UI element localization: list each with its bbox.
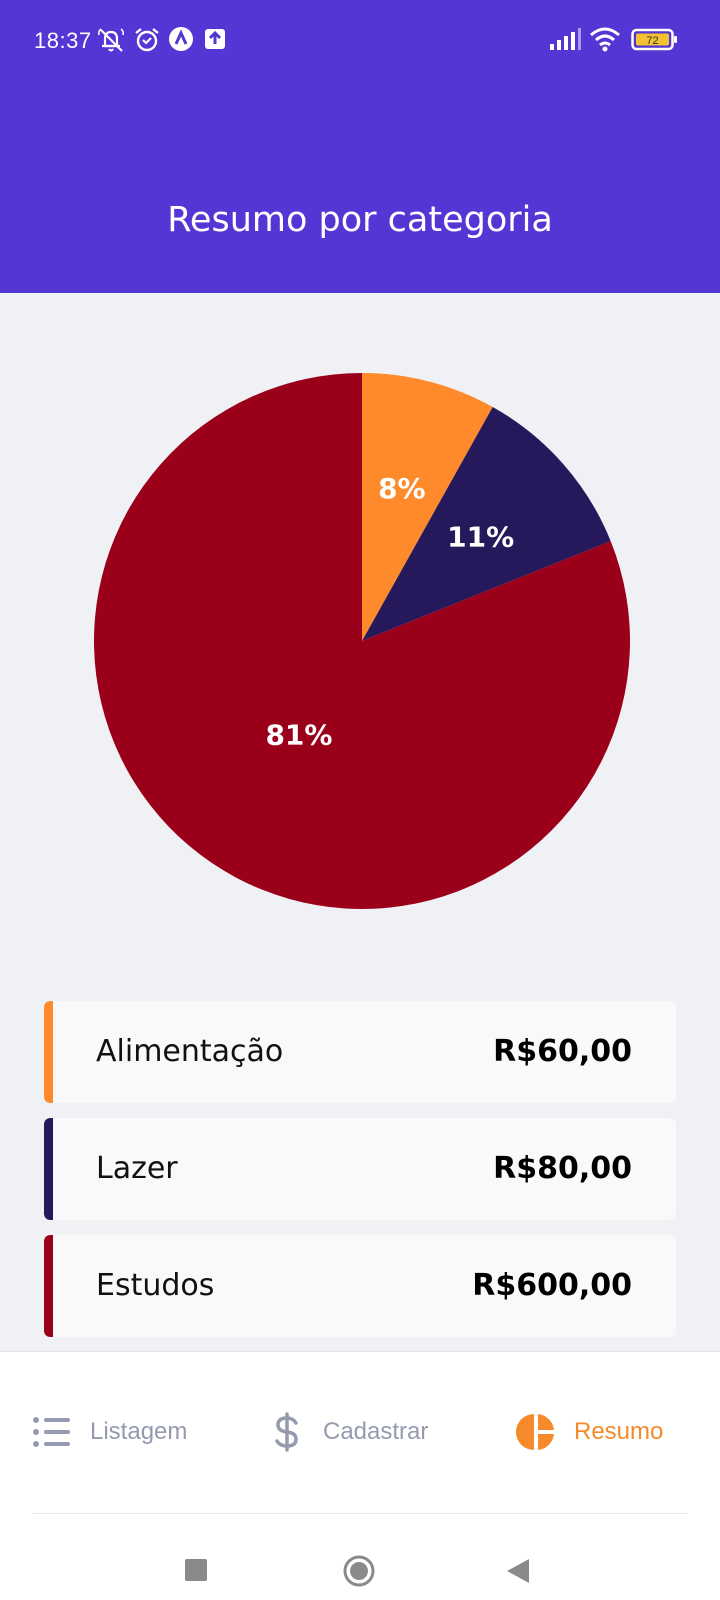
nav-item-listagem[interactable]: Listagem xyxy=(32,1402,187,1462)
nav-item-resumo[interactable]: Resumo xyxy=(516,1402,663,1462)
status-bar: 18:37 xyxy=(0,0,720,80)
nav-divider xyxy=(32,1513,688,1514)
pie-slice-label: 11% xyxy=(447,521,514,554)
category-color-bar xyxy=(44,1118,53,1220)
home-icon[interactable] xyxy=(342,1554,376,1588)
app-a-icon xyxy=(169,27,193,51)
status-time: 18:37 xyxy=(34,28,92,53)
summary-card-alimentacao: Alimentação R$60,00 xyxy=(44,1001,676,1103)
pie-slice-label: 81% xyxy=(265,718,332,751)
category-color-bar xyxy=(44,1235,53,1337)
page-title: Resumo por categoria xyxy=(167,200,553,240)
category-name: Lazer xyxy=(96,1151,178,1186)
category-value: R$60,00 xyxy=(493,1034,632,1069)
summary-card-estudos: Estudos R$600,00 xyxy=(44,1235,676,1337)
pie-slice-label: 8% xyxy=(378,472,426,505)
nav-label: Resumo xyxy=(574,1418,664,1445)
battery-icon: 72 xyxy=(631,28,677,51)
nav-label: Listagem xyxy=(90,1418,188,1445)
pie-slice-alimentacao xyxy=(362,373,493,641)
pie-chart-icon xyxy=(516,1414,554,1450)
bottom-nav: Listagem Cadastrar Resumo xyxy=(0,1351,720,1600)
signal-icon xyxy=(550,28,581,50)
alarm-icon xyxy=(135,28,159,52)
notifications-off-icon xyxy=(97,28,125,52)
nav-label: Cadastrar xyxy=(323,1418,429,1445)
nav-item-cadastrar[interactable]: Cadastrar xyxy=(273,1402,428,1462)
back-icon[interactable] xyxy=(505,1557,531,1585)
svg-text:72: 72 xyxy=(646,35,658,47)
summary-card-lazer: Lazer R$80,00 xyxy=(44,1118,676,1220)
category-color-bar xyxy=(44,1001,53,1103)
category-name: Estudos xyxy=(96,1268,215,1303)
wifi-icon xyxy=(590,27,620,52)
pie-slice-lazer xyxy=(362,407,611,641)
upload-icon xyxy=(205,29,225,49)
dollar-icon xyxy=(275,1412,298,1452)
app-header: 18:37 xyxy=(0,0,720,293)
recent-apps-icon[interactable] xyxy=(183,1557,209,1583)
pie-slice-estudos xyxy=(93,373,630,909)
category-value: R$80,00 xyxy=(493,1151,632,1186)
category-value: R$600,00 xyxy=(472,1268,632,1303)
list-icon xyxy=(33,1417,70,1447)
category-name: Alimentação xyxy=(96,1034,284,1069)
pie-chart: 8% 11% 81% xyxy=(93,373,630,909)
